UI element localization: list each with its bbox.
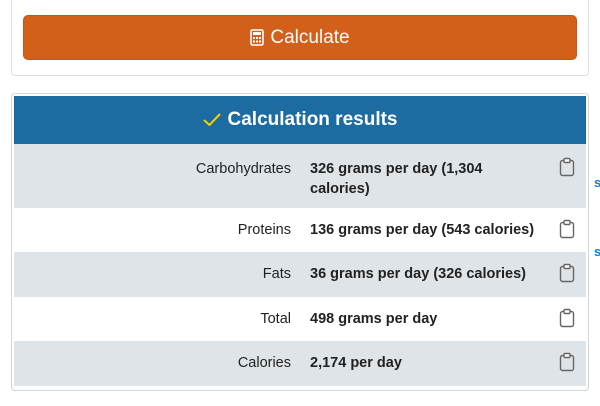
result-row-carbohydrates: Carbohydrates 326 grams per day (1,304 c… xyxy=(14,144,586,208)
result-row-total: Total 498 grams per day xyxy=(14,297,586,341)
calculator-icon xyxy=(250,29,265,46)
results-header: Calculation results xyxy=(14,96,586,144)
result-label: Carbohydrates xyxy=(195,161,291,177)
calculate-button-label: Calculate xyxy=(270,26,350,48)
clipboard-icon[interactable] xyxy=(557,156,577,178)
clipboard-icon[interactable] xyxy=(557,351,577,373)
clipboard-icon[interactable] xyxy=(557,218,577,240)
results-card: Calculation results Carbohydrates 326 gr… xyxy=(11,93,589,391)
result-label: Calories xyxy=(237,355,291,371)
result-value: 498 grams per day xyxy=(310,311,438,327)
result-value: 136 grams per day (543 calories) xyxy=(310,222,535,238)
results-table: Carbohydrates 326 grams per day (1,304 c… xyxy=(14,144,586,386)
result-label: Total xyxy=(260,311,291,327)
clipboard-icon[interactable] xyxy=(557,307,577,329)
result-label: Proteins xyxy=(237,222,291,238)
result-value: 326 grams per day (1,304 calories) xyxy=(310,161,483,197)
result-label: Fats xyxy=(262,266,291,282)
result-row-fats: Fats 36 grams per day (326 calories) xyxy=(14,252,586,297)
offscreen-link-fragment[interactable]: s xyxy=(594,175,600,190)
calculate-button[interactable]: Calculate xyxy=(23,15,577,60)
result-value: 36 grams per day (326 calories) xyxy=(310,266,527,282)
result-row-proteins: Proteins 136 grams per day (543 calories… xyxy=(14,208,586,252)
result-value: 2,174 per day xyxy=(310,355,402,371)
results-title: Calculation results xyxy=(227,109,398,130)
offscreen-link-fragment[interactable]: s xyxy=(594,244,600,259)
checkmark-icon xyxy=(203,113,221,127)
result-row-calories: Calories 2,174 per day xyxy=(14,341,586,386)
clipboard-icon[interactable] xyxy=(557,262,577,284)
